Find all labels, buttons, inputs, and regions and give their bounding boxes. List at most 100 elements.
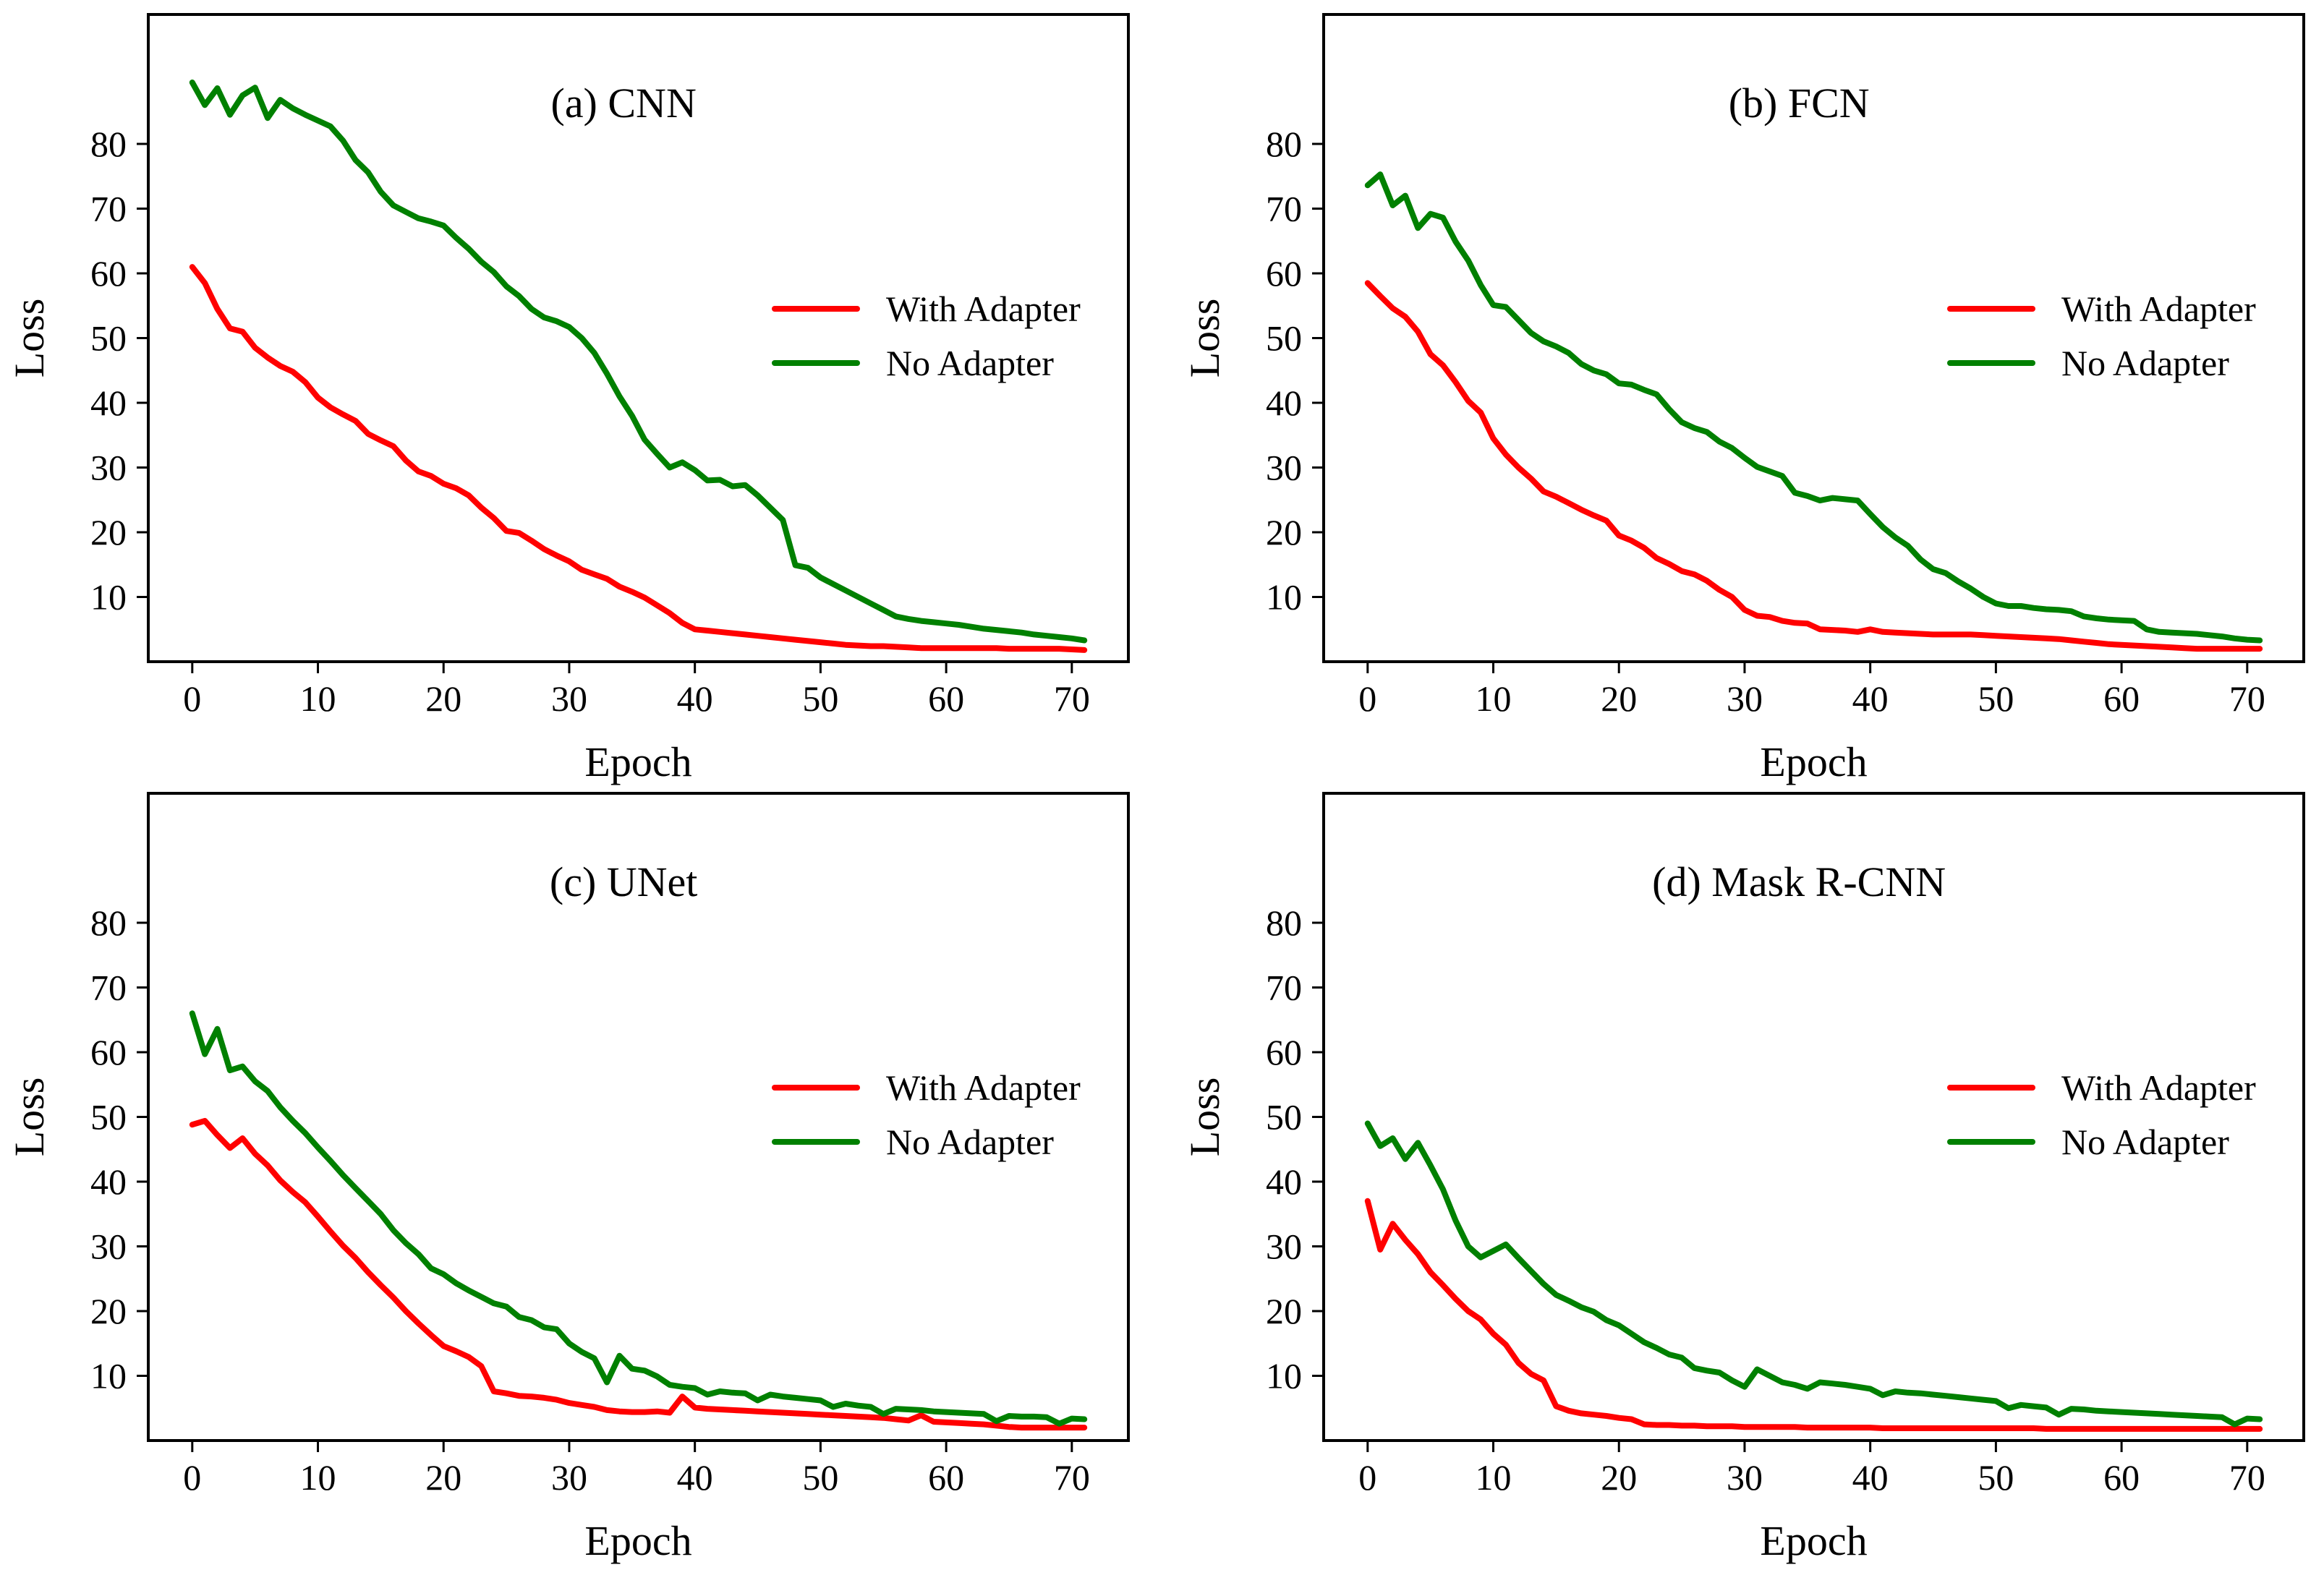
data-point xyxy=(895,1407,898,1410)
data-point xyxy=(1492,1332,1494,1335)
data-point xyxy=(1731,596,1734,598)
data-point xyxy=(417,470,420,473)
data-point xyxy=(907,646,910,649)
data-point xyxy=(1492,304,1494,307)
y-tick-label: 20 xyxy=(1266,512,1302,552)
data-point xyxy=(1718,589,1721,592)
data-point xyxy=(1982,1399,1985,1401)
x-tick-label: 0 xyxy=(183,678,201,719)
data-point xyxy=(844,1415,847,1417)
data-point xyxy=(392,445,395,448)
data-point xyxy=(2120,1428,2123,1430)
data-point xyxy=(1668,563,1671,566)
data-point xyxy=(1033,1426,1036,1429)
data-point xyxy=(982,1412,985,1415)
data-point xyxy=(1919,633,1922,635)
data-point xyxy=(769,1411,772,1414)
data-point xyxy=(731,632,734,635)
data-point xyxy=(731,1409,734,1412)
data-point xyxy=(2007,635,2010,638)
x-tick-label: 50 xyxy=(1978,678,2014,719)
data-point xyxy=(706,479,709,482)
data-point xyxy=(1479,1256,1482,1259)
data-point xyxy=(1058,1426,1060,1429)
data-point xyxy=(1655,393,1658,396)
data-point xyxy=(2045,637,2048,640)
data-point xyxy=(1643,1423,1646,1426)
x-tick-label: 60 xyxy=(928,678,964,719)
data-point xyxy=(1045,1426,1048,1429)
data-point xyxy=(1907,545,1910,547)
data-point xyxy=(605,372,608,375)
data-point xyxy=(1008,630,1010,633)
data-point xyxy=(1504,453,1507,456)
data-point xyxy=(530,307,533,310)
data-point xyxy=(191,265,194,268)
data-point xyxy=(958,1422,960,1425)
data-point xyxy=(542,547,545,550)
data-point xyxy=(278,98,281,101)
data-point xyxy=(442,1344,445,1347)
chart-title: (b) FCN xyxy=(1729,80,1870,127)
data-point xyxy=(1392,204,1394,207)
data-point xyxy=(417,1253,420,1255)
x-tick-label: 10 xyxy=(1476,1457,1512,1498)
chart-title: (c) UNet xyxy=(550,858,698,905)
data-point xyxy=(1467,1310,1470,1313)
data-point xyxy=(794,639,797,641)
data-point xyxy=(857,1415,859,1418)
data-point xyxy=(1743,1425,1746,1428)
data-point xyxy=(1932,1394,1934,1396)
x-tick-label: 20 xyxy=(1601,678,1637,719)
data-point xyxy=(832,642,835,645)
data-point xyxy=(769,506,772,509)
data-point xyxy=(1957,580,1959,583)
data-point xyxy=(1567,1409,1570,1412)
data-point xyxy=(2208,633,2211,636)
data-point xyxy=(1643,1341,1646,1344)
data-point xyxy=(1605,519,1608,522)
x-axis-label: Epoch xyxy=(584,738,691,785)
data-point xyxy=(757,494,759,497)
data-point xyxy=(1605,1415,1608,1417)
data-point xyxy=(1806,1426,1809,1429)
x-axis-label: Epoch xyxy=(1760,738,1867,785)
data-point xyxy=(1743,608,1746,611)
data-point xyxy=(694,469,697,472)
data-point xyxy=(1429,353,1432,356)
data-point xyxy=(1755,615,1758,617)
data-point xyxy=(580,337,583,339)
data-point xyxy=(744,484,746,487)
data-point xyxy=(1869,628,1872,631)
data-point xyxy=(1994,1399,1997,1402)
x-tick-label: 60 xyxy=(928,1457,964,1498)
data-point xyxy=(367,1200,370,1203)
data-point xyxy=(2007,1407,2010,1409)
data-point xyxy=(556,554,558,557)
chart-panel-1: 0 10 20 30 40 50 60 70 10 20 30 40 50 60 70 80 Epoch Loss… xyxy=(1181,13,2305,785)
data-point xyxy=(706,1394,709,1396)
data-point xyxy=(1693,1424,1695,1427)
data-point xyxy=(518,294,520,297)
data-point xyxy=(329,406,332,409)
series-line-with-adapter xyxy=(1364,280,2263,652)
data-point xyxy=(945,1421,948,1424)
data-point xyxy=(1479,283,1482,286)
data-point xyxy=(1058,636,1060,639)
data-point xyxy=(278,364,281,367)
y-tick-label: 10 xyxy=(90,577,127,618)
data-point xyxy=(1593,514,1595,517)
data-point xyxy=(1366,1122,1369,1125)
data-point xyxy=(1593,369,1595,372)
data-point xyxy=(191,1012,194,1015)
data-point xyxy=(505,1305,508,1308)
data-point xyxy=(430,474,433,477)
data-point xyxy=(2108,1410,2111,1413)
data-point xyxy=(1831,628,1834,631)
data-point xyxy=(354,1187,357,1190)
y-tick-label: 40 xyxy=(90,383,127,423)
data-point xyxy=(1605,373,1608,376)
data-point xyxy=(1567,351,1570,354)
data-point xyxy=(329,125,332,128)
x-tick-label: 50 xyxy=(802,1457,838,1498)
